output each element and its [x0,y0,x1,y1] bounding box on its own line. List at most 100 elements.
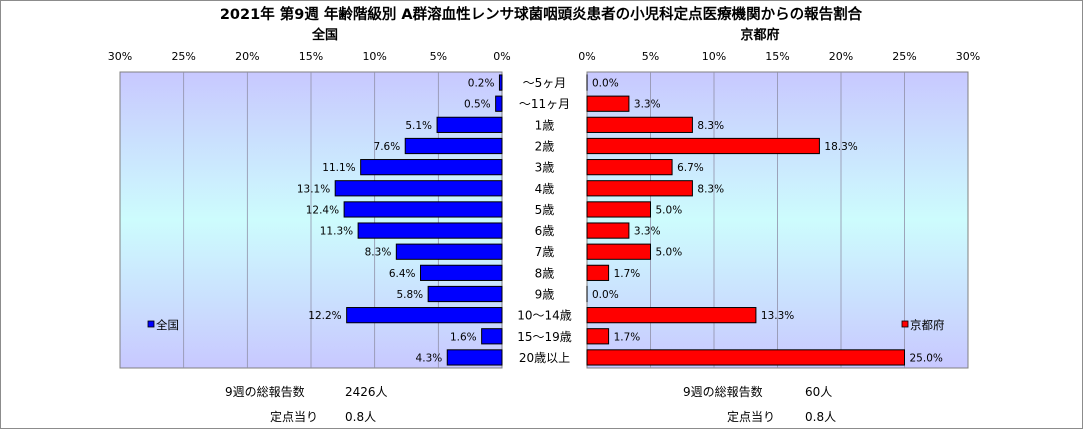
kyoto-data-label: 5.0% [656,247,683,259]
kyoto-data-label: 3.3% [634,99,661,111]
kyoto-bar [586,137,820,155]
category-label: 5歳 [535,203,555,217]
kyoto-tick-label: 10% [702,50,726,63]
national-total-value: 2426人 [345,385,388,399]
right-panel: 0% 5% 10% 15% 20% 25% 30% 0.0% 3.3% 8.3% 18.3% 6.7%… [578,50,980,369]
national-data-label: 11.1% [322,162,355,174]
national-tick-label: 25% [171,50,195,63]
chart-title: 2021年 第9週 年齢階級別 A群溶血性レンサ球菌咽頭炎患者の小児科定点医療機… [220,5,863,23]
national-bar [481,328,503,345]
kyoto-tick-label: 15% [765,50,789,63]
national-tick-label: 0% [493,50,510,63]
national-data-label: 4.3% [416,352,443,364]
kyoto-data-label: 1.7% [614,268,641,280]
kyoto-bar [586,264,610,281]
national-data-label: 0.2% [468,78,495,90]
kyoto-bar [586,222,630,239]
kyoto-per-value: 0.8人 [805,410,836,424]
national-data-label: 13.1% [297,183,330,195]
category-label: 7歳 [535,245,555,259]
kyoto-data-label: 25.0% [910,352,943,364]
national-tick-label: 20% [235,50,259,63]
kyoto-total-value: 60人 [805,385,832,399]
national-bar [495,95,503,112]
category-label: 2歳 [535,140,555,154]
national-bar [436,116,503,133]
national-tick-label: 5% [430,50,447,63]
national-bar [427,285,503,303]
kyoto-bar [586,349,905,366]
kyoto-per-label: 定点当り [727,409,775,424]
national-legend-label: 全国 [156,318,179,332]
kyoto-bar [586,243,651,260]
kyoto-tick-label: 0% [578,50,595,63]
national-data-label: 7.6% [374,141,401,153]
right-panel-title: 京都府 [740,27,779,43]
kyoto-total-label: 9週の総報告数 [683,384,763,399]
national-per-label: 定点当り [270,409,318,424]
national-data-label: 11.3% [320,226,353,238]
kyoto-data-label: 18.3% [824,141,857,153]
left-panel-title: 全国 [311,27,338,43]
category-label: 3歳 [535,161,555,175]
category-label: ～5ヶ月 [523,76,567,90]
national-bar [357,222,503,239]
category-label: 15～19歳 [517,330,572,344]
kyoto-bar [586,95,630,112]
category-label: 4歳 [535,182,555,196]
category-label: 10～14歳 [517,309,572,323]
category-label: 6歳 [535,224,555,238]
national-data-label: 5.1% [405,120,432,132]
national-total-label: 9週の総報告数 [225,384,305,399]
kyoto-data-label: 0.0% [592,289,619,301]
national-per-value: 0.8人 [345,410,376,424]
kyoto-bar [586,116,693,133]
category-label: 9歳 [535,288,555,302]
category-labels: ～5ヶ月 ～11ヶ月 1歳 2歳 3歳 4歳 5歳 6歳 7歳 8歳 9歳 10～14歳 15～19歳 2… [517,76,572,365]
kyoto-tick-label: 30% [956,50,980,63]
kyoto-data-label: 5.0% [656,204,683,216]
national-bar [395,243,503,260]
kyoto-legend-swatch [901,320,909,328]
kyoto-data-label: 0.0% [592,78,619,90]
category-label: ～11ヶ月 [519,97,570,111]
national-data-label: 5.8% [396,289,423,301]
kyoto-bar [586,159,673,176]
kyoto-tick-label: 25% [892,50,916,63]
kyoto-data-label: 1.7% [614,331,641,343]
kyoto-legend-label: 京都府 [910,318,945,332]
national-data-label: 12.4% [306,204,339,216]
category-label: 8歳 [535,266,555,280]
national-data-label: 12.2% [308,310,341,322]
national-tick-label: 10% [362,50,386,63]
kyoto-data-label: 6.7% [677,162,704,174]
national-data-label: 1.6% [450,331,477,343]
left-panel: 0% 5% 10% 15% 20% 25% 30% 0.2% 0.5% 5.1% 7.6% 11.1%… [108,50,511,369]
national-bar [404,137,503,155]
national-legend-swatch [147,320,155,328]
category-label: 20歳以上 [519,351,570,365]
kyoto-bar [586,328,610,345]
national-bar [360,159,503,176]
national-bar [346,307,503,324]
national-tick-label: 30% [108,50,132,63]
national-bar [343,201,503,218]
national-bar [334,180,503,197]
national-data-label: 0.5% [464,99,491,111]
kyoto-data-label: 8.3% [697,183,724,195]
kyoto-data-label: 3.3% [634,226,661,238]
category-label: 1歳 [535,118,555,132]
national-bar [498,74,503,91]
national-data-label: 8.3% [365,247,392,259]
kyoto-data-label: 8.3% [697,120,724,132]
kyoto-tick-label: 20% [829,50,853,63]
national-data-label: 6.4% [389,268,416,280]
kyoto-tick-label: 5% [642,50,659,63]
kyoto-bar [586,307,757,324]
kyoto-bar [586,201,651,218]
national-tick-label: 15% [299,50,323,63]
national-bar [420,264,503,281]
national-bar [446,349,503,366]
kyoto-bar [586,180,693,197]
